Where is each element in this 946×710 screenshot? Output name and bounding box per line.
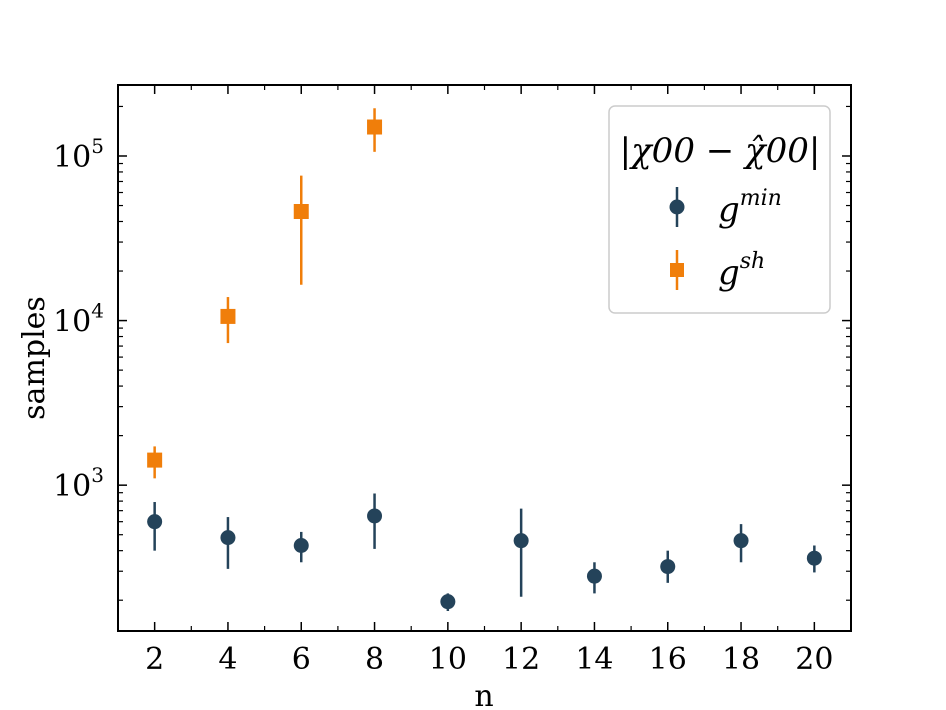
x-tick-label: 12 xyxy=(502,642,540,677)
gmin-point xyxy=(806,550,822,566)
x-tick-label: 14 xyxy=(575,642,613,677)
legend-gsh-label: gsh xyxy=(718,249,765,293)
x-tick-label: 18 xyxy=(722,642,760,677)
legend-box xyxy=(608,105,831,314)
legend: |χ00 − χ̂00| gmin gsh xyxy=(608,105,831,314)
series-layer xyxy=(147,108,822,611)
x-tick-label: 8 xyxy=(365,642,384,677)
y-axis-label: samples xyxy=(17,296,52,420)
legend-entry-gmin: gmin xyxy=(669,186,782,230)
x-tick-label: 16 xyxy=(649,642,687,677)
y-tick-label: 103 xyxy=(53,463,104,504)
x-tick-labels: 2 4 6 8 10 12 14 16 18 20 xyxy=(145,642,833,677)
x-tick-label: 4 xyxy=(218,642,237,677)
major-ticks xyxy=(118,85,851,631)
x-tick-label: 20 xyxy=(795,642,833,677)
y-tick-label: 104 xyxy=(53,299,104,340)
legend-gmin-label: gmin xyxy=(718,186,782,230)
gsh-point xyxy=(147,452,163,468)
gmin-point xyxy=(367,508,383,524)
plot-frame xyxy=(117,84,852,632)
legend-entry-gsh: gsh xyxy=(670,249,765,293)
x-tick-label: 10 xyxy=(429,642,467,677)
gmin-point xyxy=(660,559,676,575)
legend-title: |χ00 − χ̂00| xyxy=(620,131,821,171)
x-axis-label: n xyxy=(474,679,493,710)
gmin-point xyxy=(147,514,163,530)
x-tick-label: 2 xyxy=(145,642,164,677)
gsh-point xyxy=(220,308,236,324)
x-tick-label: 6 xyxy=(292,642,311,677)
legend-gsh-marker xyxy=(670,263,684,277)
y-tick-label: 105 xyxy=(53,134,104,175)
y-tick-labels: 103 104 105 xyxy=(53,134,104,504)
gsh-point xyxy=(293,204,309,220)
gsh-point xyxy=(367,119,383,135)
legend-gmin-marker xyxy=(669,199,685,215)
gmin-point xyxy=(513,533,529,549)
gmin-point xyxy=(220,530,236,546)
gmin-point xyxy=(293,537,309,553)
gmin-point xyxy=(440,594,456,610)
gmin-point xyxy=(586,568,602,584)
gmin-point xyxy=(733,533,749,549)
